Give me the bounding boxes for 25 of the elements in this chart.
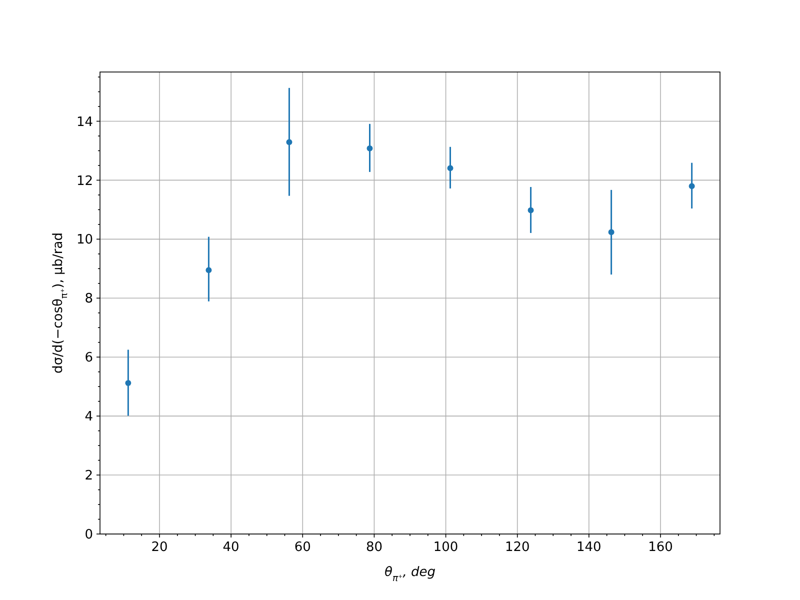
x-tick-label: 60	[294, 540, 311, 555]
point	[447, 165, 454, 172]
y-tick-label: 10	[76, 232, 93, 248]
x-tick-label: 100	[433, 540, 458, 555]
x-tick-label: 80	[366, 540, 382, 555]
point	[125, 380, 132, 386]
x-tick-label: 140	[576, 540, 602, 555]
y-tick-label: 6	[84, 350, 93, 366]
point	[286, 139, 292, 146]
x-tick-label: 160	[648, 540, 673, 555]
y-tick-label: 14	[76, 114, 93, 130]
y-tick-label: 0	[84, 528, 93, 543]
y-tick-label: 2	[84, 468, 93, 484]
point	[206, 267, 212, 274]
point	[608, 229, 614, 236]
y-tick-label: 4	[84, 410, 93, 425]
x-tick-label: 20	[151, 540, 168, 555]
x-tick-label: 40	[222, 540, 240, 555]
x-axis-title: θ$_{π⁺}$, deg	[384, 565, 436, 584]
y-tick-label: 8	[84, 292, 93, 307]
point	[688, 183, 695, 190]
x-tick-label: 120	[504, 540, 530, 555]
y-tick-label: 12	[76, 174, 93, 189]
point	[366, 145, 373, 152]
point	[528, 207, 534, 214]
